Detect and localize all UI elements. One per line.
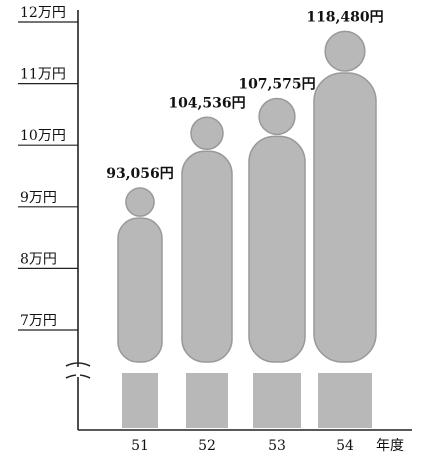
figure-legs (186, 373, 228, 428)
y-tick-label: 12万円 (20, 5, 66, 21)
chart: 年度 7万円 8万円 9万円 10万円 11万円 12万円 51 93,056円 52 104,5… (0, 0, 447, 457)
figure-body (118, 218, 162, 362)
figure-body (182, 151, 232, 362)
figure (249, 99, 305, 428)
y-tick-label: 10万円 (20, 128, 66, 144)
x-tick-label: 52 (198, 438, 216, 454)
figure-legs (318, 373, 372, 428)
value-label: 104,536円 (168, 95, 245, 111)
axis-gap (76, 367, 80, 377)
figure-legs (122, 373, 158, 428)
figure-head (259, 99, 295, 135)
y-tick-label: 7万円 (20, 313, 57, 329)
figure-body (314, 73, 376, 362)
x-tick-label: 54 (336, 438, 354, 454)
figure (314, 31, 376, 428)
value-label: 118,480円 (306, 9, 383, 25)
figure-head (191, 117, 223, 149)
figure-body (249, 136, 305, 362)
y-tick-label: 11万円 (20, 67, 66, 83)
x-axis-label: 年度 (376, 438, 404, 454)
x-tick-label: 53 (268, 438, 286, 454)
figure (118, 188, 162, 428)
figure (182, 117, 232, 428)
x-tick-label: 51 (131, 438, 149, 454)
figure-head (325, 31, 365, 71)
figure-head (126, 188, 154, 216)
value-label: 93,056円 (106, 166, 174, 182)
y-tick-label: 8万円 (20, 251, 57, 267)
value-label: 107,575円 (238, 77, 315, 93)
figure-legs (253, 373, 301, 428)
y-tick-label: 9万円 (20, 190, 57, 206)
